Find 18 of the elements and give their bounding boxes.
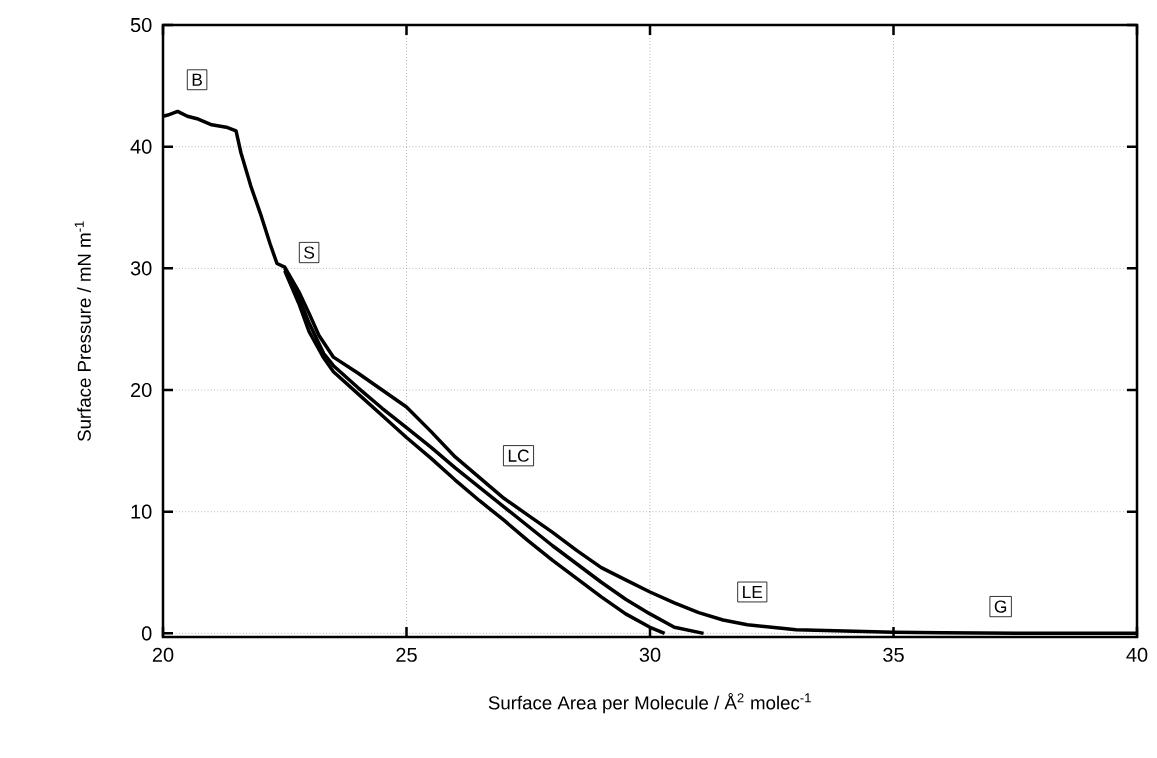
x-tick-label: 25 xyxy=(396,647,417,662)
x-tick-label: 40 xyxy=(1126,647,1148,662)
y-tick-label: 20 xyxy=(131,382,152,398)
y-tick-label: 10 xyxy=(131,504,152,519)
y-tick-label: 30 xyxy=(130,261,152,276)
annotation: LC xyxy=(508,449,529,462)
y-axis-title: Surface Pressure / mN m$^{-1}$ xyxy=(74,221,91,442)
x-axis-title: Surface Area per Molecule / Å$^{2}$ molec$^{-1}$ xyxy=(488,693,811,714)
y-tick-label: 40 xyxy=(130,139,152,154)
y-tick-label: 0 xyxy=(141,626,152,641)
x-tick-label: 35 xyxy=(883,647,904,662)
annotation: S xyxy=(304,246,315,259)
x-tick-label: 30 xyxy=(639,647,661,662)
annotation: LE xyxy=(743,586,763,598)
annotation: G xyxy=(994,600,1007,613)
annotation: B xyxy=(192,73,202,86)
y-tick-label: 50 xyxy=(130,17,152,33)
x-tick-label: 20 xyxy=(152,647,174,662)
